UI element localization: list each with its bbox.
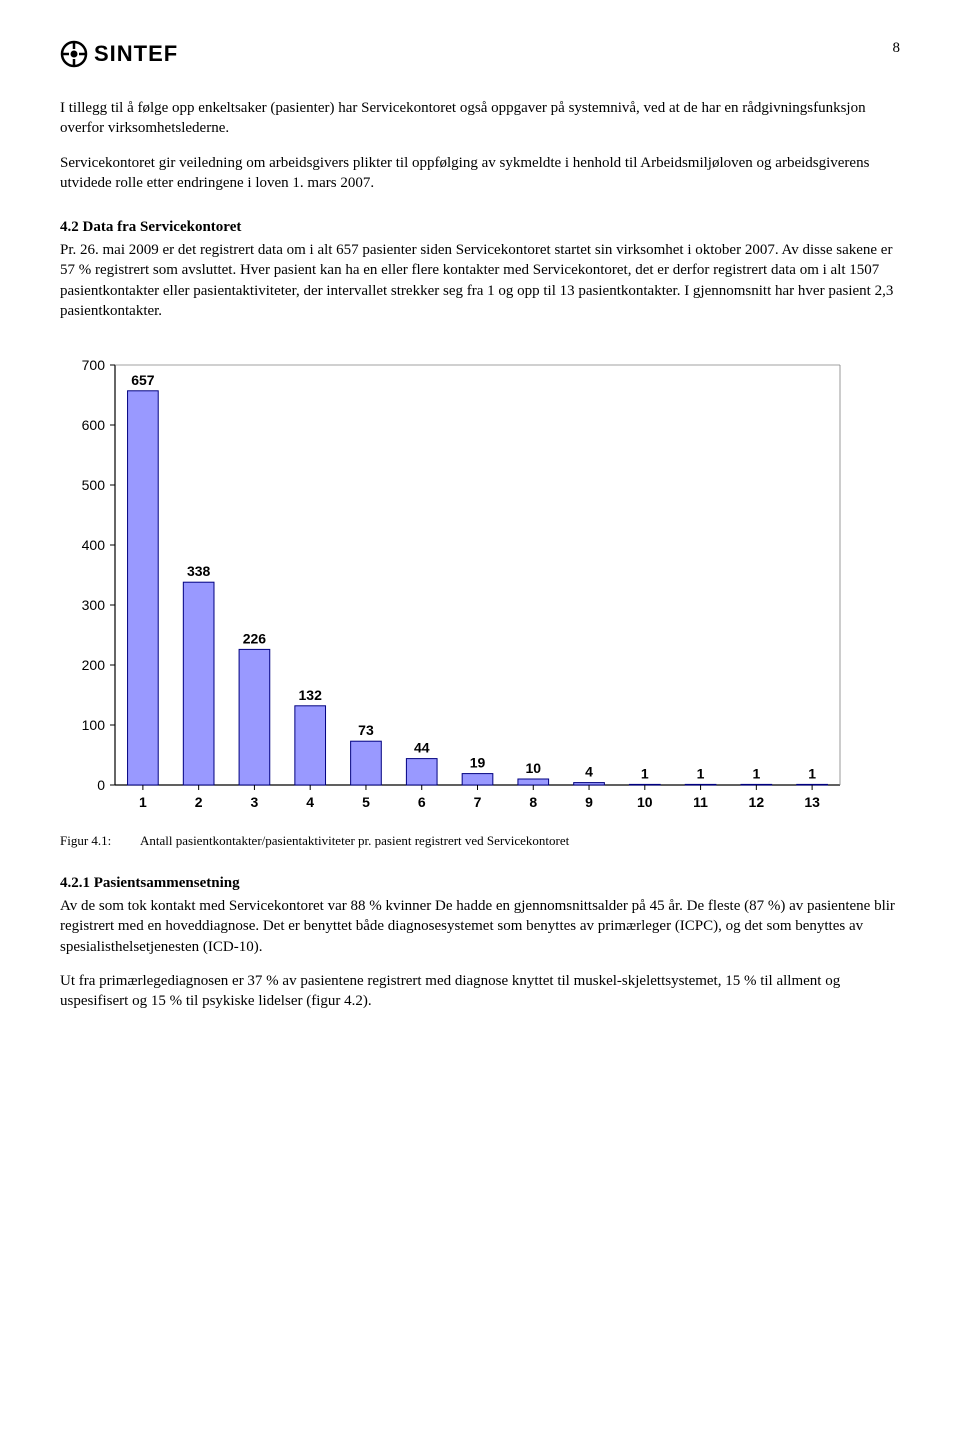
svg-text:19: 19	[470, 755, 486, 771]
svg-text:13: 13	[804, 794, 820, 810]
svg-text:1: 1	[641, 765, 649, 781]
svg-text:4: 4	[585, 764, 593, 780]
svg-text:12: 12	[749, 794, 765, 810]
svg-text:10: 10	[525, 760, 541, 776]
svg-text:100: 100	[82, 717, 106, 733]
svg-text:5: 5	[362, 794, 370, 810]
svg-text:6: 6	[418, 794, 426, 810]
svg-text:0: 0	[97, 777, 105, 793]
svg-text:2: 2	[195, 794, 203, 810]
svg-text:600: 600	[82, 417, 106, 433]
svg-text:1: 1	[697, 765, 705, 781]
svg-text:44: 44	[414, 740, 430, 756]
paragraph-2: Servicekontoret gir veiledning om arbeid…	[60, 153, 900, 194]
figure-label: Figur 4.1:	[60, 833, 140, 849]
svg-text:73: 73	[358, 722, 374, 738]
figure-caption: Antall pasientkontakter/pasientaktivitet…	[140, 833, 900, 849]
svg-text:700: 700	[82, 357, 106, 373]
svg-text:300: 300	[82, 597, 106, 613]
paragraph-1: I tillegg til å følge opp enkeltsaker (p…	[60, 98, 900, 139]
sintef-logo-icon	[60, 40, 88, 68]
bar-chart: 0100200300400500600700657133822263132473…	[60, 345, 860, 825]
svg-text:10: 10	[637, 794, 653, 810]
paragraph-4: Av de som tok kontakt med Servicekontore…	[60, 896, 900, 957]
svg-text:1: 1	[139, 794, 147, 810]
svg-text:3: 3	[251, 794, 259, 810]
svg-text:7: 7	[474, 794, 482, 810]
svg-text:1: 1	[808, 765, 816, 781]
svg-text:200: 200	[82, 657, 106, 673]
svg-text:8: 8	[529, 794, 537, 810]
figure-caption-row: Figur 4.1: Antall pasientkontakter/pasie…	[60, 833, 900, 849]
paragraph-3: Pr. 26. mai 2009 er det registrert data …	[60, 240, 900, 321]
svg-text:500: 500	[82, 477, 106, 493]
svg-text:11: 11	[693, 794, 708, 810]
svg-text:338: 338	[187, 563, 211, 579]
paragraph-5: Ut fra primærlegediagnosen er 37 % av pa…	[60, 971, 900, 1012]
section-heading-4-2-1: 4.2.1 Pasientsammensetning	[60, 875, 900, 892]
svg-text:9: 9	[585, 794, 593, 810]
svg-text:400: 400	[82, 537, 106, 553]
page-header: SINTEF 8	[60, 40, 900, 68]
chart-container: 0100200300400500600700657133822263132473…	[60, 345, 900, 825]
page-number: 8	[893, 40, 901, 57]
sintef-logo-text: SINTEF	[94, 41, 178, 67]
section-heading-4-2: 4.2 Data fra Servicekontoret	[60, 219, 900, 236]
svg-text:1: 1	[752, 765, 760, 781]
svg-text:132: 132	[299, 687, 323, 703]
svg-text:657: 657	[131, 372, 155, 388]
sintef-logo: SINTEF	[60, 40, 178, 68]
svg-text:226: 226	[243, 630, 267, 646]
svg-text:4: 4	[306, 794, 314, 810]
